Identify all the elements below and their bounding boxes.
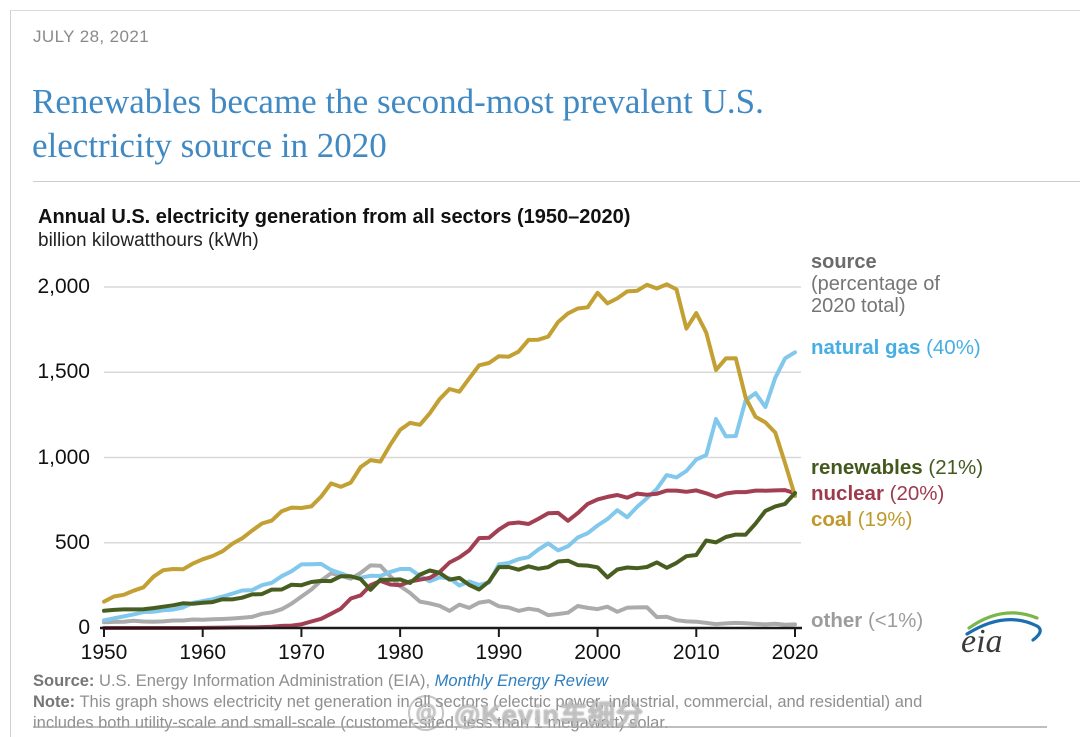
legend-pct-nuclear: (20%) <box>889 482 945 505</box>
eia-logo-blue-arc <box>965 618 1042 642</box>
legend-pct-natural-gas: (40%) <box>926 336 981 359</box>
x-axis-tick-label-2010: 2010 <box>672 641 720 664</box>
series-line-other <box>102 563 797 627</box>
x-axis-tick-label-1960: 1960 <box>179 641 227 664</box>
legend-item-natural-gas: natural gas (40%) <box>811 336 981 360</box>
x-axis-tick-label-2020: 2020 <box>771 641 819 664</box>
x-axis-tick-label-1980: 1980 <box>376 641 424 664</box>
legend-item-other: other (<1%) <box>811 609 923 633</box>
page-title-line2: electricity source in 2020 <box>32 126 387 165</box>
legend-item-nuclear: nuclear (20%) <box>811 482 944 506</box>
note-label: Note: <box>33 693 76 711</box>
eia-logo-text: eia <box>961 623 1003 660</box>
x-axis-tick-label-2000: 2000 <box>574 641 621 664</box>
title-divider <box>33 181 1080 182</box>
legend-header-title: source <box>811 251 877 273</box>
note-line-1: Note: This graph shows electricity net g… <box>33 693 922 712</box>
source-line: Source: U.S. Energy Information Administ… <box>33 672 608 691</box>
legend-label-natural-gas: natural gas <box>811 336 921 359</box>
legend-item-coal: coal (19%) <box>811 508 912 532</box>
chart-title: Annual U.S. electricity generation from … <box>38 206 631 228</box>
legend-label-renewables: renewables <box>811 456 923 479</box>
legend-header: source (percentage of 2020 total) <box>811 251 940 317</box>
y-axis-tick-label-2000: 2,000 <box>37 275 90 298</box>
note-line-2: includes both utility-scale and small-sc… <box>33 714 669 733</box>
chart-subtitle: billion kilowatthours (kWh) <box>38 230 259 251</box>
page-title: Renewables became the second-most preval… <box>32 80 992 168</box>
legend-pct-renewables: (21%) <box>928 456 984 479</box>
legend-item-renewables: renewables (21%) <box>811 456 983 480</box>
eia-logo: eia <box>961 611 1042 660</box>
legend-pct-coal: (19%) <box>857 508 913 531</box>
x-axis-tick-label-1990: 1990 <box>475 641 523 664</box>
x-axis-tick-label-1950: 1950 <box>80 641 128 664</box>
eia-logo-green-arc <box>967 611 1039 630</box>
legend-header-sub2: 2020 total) <box>811 295 906 317</box>
chart-plot-svg <box>100 282 802 637</box>
source-link[interactable]: Monthly Energy Review <box>434 672 608 690</box>
series-line-renewables <box>102 491 797 613</box>
y-axis-tick-label-0: 0 <box>78 616 90 639</box>
x-axis-tick-label-1970: 1970 <box>278 641 325 664</box>
note-text-2: includes both utility-scale and small-sc… <box>33 714 669 732</box>
legend-label-nuclear: nuclear <box>811 482 884 505</box>
source-text: U.S. Energy Information Administration (… <box>94 672 435 690</box>
series-line-coal <box>102 282 797 604</box>
y-axis-tick-label-1500: 1,500 <box>37 360 90 384</box>
legend-label-other: other <box>811 609 863 632</box>
page-frame <box>10 10 1080 737</box>
page-title-line1: Renewables became the second-most preval… <box>32 82 764 121</box>
y-axis-tick-label-500: 500 <box>54 530 90 554</box>
y-axis-tick-label-1000: 1,000 <box>37 445 90 469</box>
legend-label-coal: coal <box>811 508 853 531</box>
legend-header-sub1: (percentage of <box>811 273 940 295</box>
source-label: Source: <box>33 672 95 690</box>
date-label: JULY 28, 2021 <box>33 27 150 46</box>
bottom-divider <box>33 726 1047 728</box>
legend-pct-other: (<1%) <box>867 609 924 632</box>
note-text-1: This graph shows electricity net generat… <box>75 693 923 711</box>
